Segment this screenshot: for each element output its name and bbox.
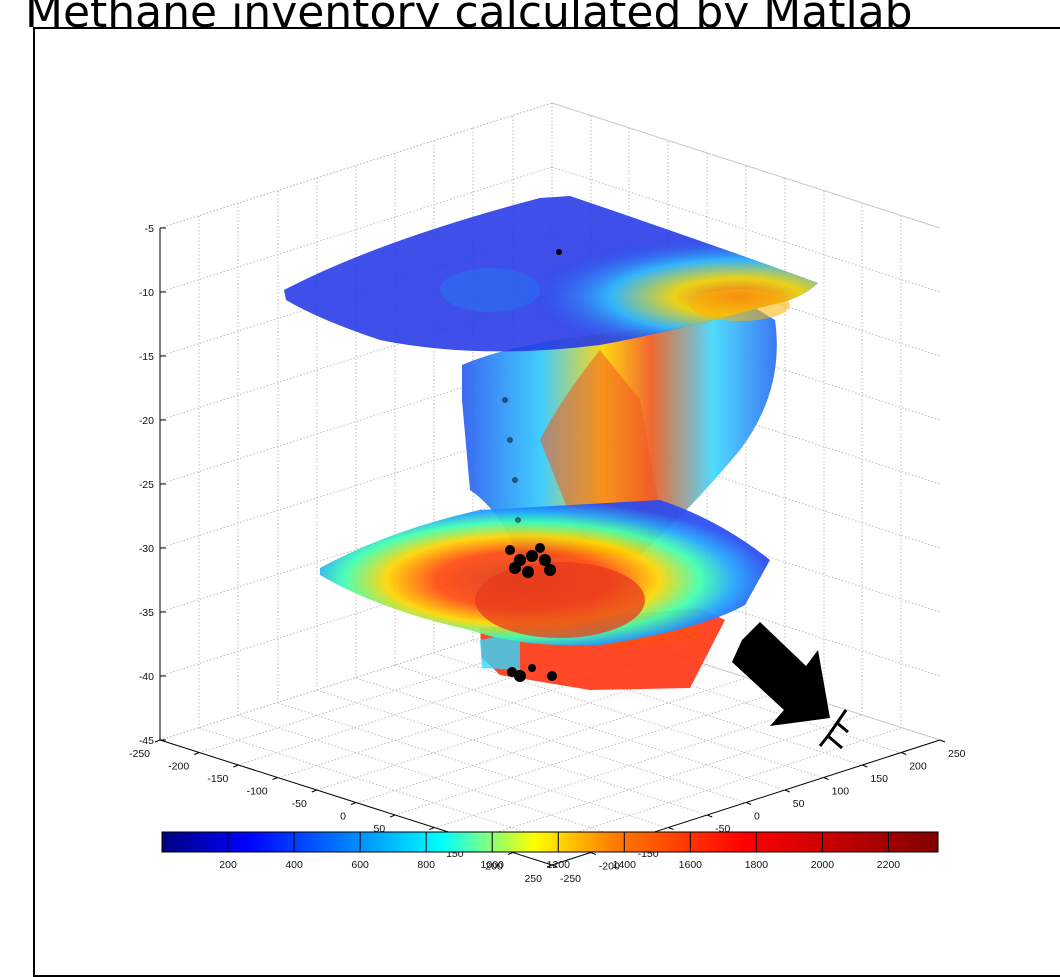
z-axis-ticks: -5 -10 -15 -20 -25 -30 -35 -40 -45 [139, 223, 166, 747]
y-tick-mark [823, 777, 829, 780]
y-tick-mark [901, 752, 907, 755]
y-tick-mark [939, 739, 946, 743]
x-tick-label: 250 [524, 873, 542, 885]
y-tick-label: 250 [948, 748, 966, 760]
x-tick-label: -250 [129, 748, 150, 760]
x-tick-label: 200 [485, 861, 503, 873]
z-tick-label: -30 [139, 543, 154, 555]
x-tick-mark [350, 802, 357, 805]
x-tick-label: -50 [292, 798, 307, 810]
x-tick-mark [507, 852, 513, 855]
colorbar-tick-label: 2200 [877, 859, 901, 871]
x-tick-label: 50 [374, 823, 386, 835]
x-tick-mark [154, 739, 161, 743]
y-tick-mark [784, 789, 790, 793]
y-tick-label: 150 [870, 773, 888, 785]
y-tick-label: 50 [793, 798, 805, 810]
y-tick-mark [862, 764, 868, 768]
z-tick-label: -45 [139, 735, 154, 747]
x-tick-mark [233, 764, 239, 768]
x-tick-label: -150 [207, 773, 228, 785]
colorbar-ticks: 200 400 600 800 1000 1200 1400 1600 1800 2000 2200 [219, 832, 900, 871]
y-tick-label: -250 [560, 873, 581, 885]
colorbar [161, 831, 939, 853]
z-tick-label: -10 [139, 287, 154, 299]
slice-top [284, 196, 818, 352]
z-tick-label: -20 [139, 415, 154, 427]
colorbar-tick-label: 1600 [679, 859, 703, 871]
colorbar-tick-label: 800 [417, 859, 435, 871]
colorbar-tick-label: 2000 [811, 859, 835, 871]
sample-points [502, 249, 562, 682]
y-tick-mark [551, 864, 558, 868]
y-tick-label: 200 [909, 761, 927, 773]
y-tick-mark [745, 802, 752, 805]
colorbar-tick-label: 1800 [745, 859, 769, 871]
x-tick-mark [194, 752, 200, 755]
east-label: E [834, 741, 835, 743]
y-tick-mark [668, 827, 674, 830]
colorbar-tick-label: 1400 [613, 859, 637, 871]
x-tick-mark [429, 827, 435, 830]
z-tick-label: -15 [139, 351, 154, 363]
z-tick-label: -25 [139, 479, 154, 491]
x-tick-mark [272, 777, 278, 780]
y-tick-mark [590, 852, 596, 855]
colorbar-tick-label: 400 [285, 859, 303, 871]
x-tick-label: -200 [168, 761, 189, 773]
x-tick-mark [390, 814, 396, 818]
y-tick-label: 100 [832, 786, 850, 798]
y-tick-label: -200 [599, 861, 620, 873]
x-tick-label: 0 [340, 811, 346, 823]
y-tick-mark [707, 814, 713, 818]
x-tick-label: -100 [247, 786, 268, 798]
east-arrow [732, 622, 849, 750]
z-tick-label: -40 [139, 671, 154, 683]
colorbar-tick-label: 1200 [547, 859, 571, 871]
colorbar-tick-label: 1000 [481, 859, 505, 871]
z-tick-label: -5 [145, 223, 154, 235]
y-tick-label: 0 [754, 811, 760, 823]
x-tick-mark [311, 789, 317, 793]
colorbar-tick-label: 200 [219, 859, 237, 871]
middle-column [462, 305, 777, 560]
colorbar-tick-label: 600 [351, 859, 369, 871]
z-tick-label: -35 [139, 607, 154, 619]
x-tick-mark [546, 864, 553, 868]
